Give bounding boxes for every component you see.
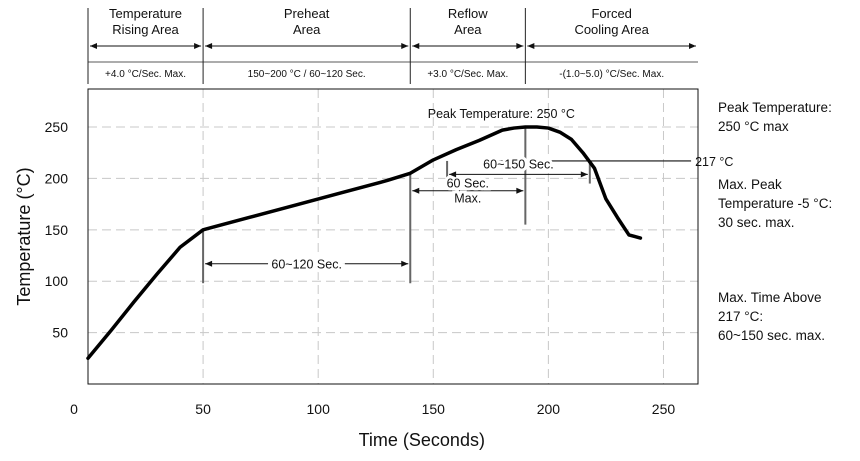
zone-title: Area [454, 22, 482, 37]
zone-rate-label: -(1.0~5.0) °C/Sec. Max. [559, 69, 664, 80]
zone-arrow-head [689, 43, 696, 49]
reflow-profile-line [86, 125, 643, 361]
side-note-line: 217 °C: [718, 309, 763, 324]
zone-title: Preheat [284, 6, 330, 21]
zone-arrow-head [401, 43, 409, 49]
preheat-span-arrow [205, 260, 409, 267]
above-span-arrow [449, 171, 588, 178]
zone-title: Temperature [109, 6, 182, 21]
side-note-line: 30 sec. max. [718, 215, 795, 230]
zone-title: Area [293, 22, 321, 37]
y-tick-label: 100 [45, 273, 69, 289]
y-tick-label: 250 [45, 119, 69, 135]
grid [88, 89, 698, 384]
y-tick-label: 150 [45, 222, 69, 238]
preheat-span-label: 60~120 Sec. [271, 258, 342, 272]
above-span-label: 60~150 Sec. [483, 157, 554, 171]
zone-arrow-head [527, 43, 535, 49]
zone-rate-label: +3.0 °C/Sec. Max. [427, 69, 508, 80]
peak-temperature-label: Peak Temperature: 250 °C [428, 107, 575, 121]
zone-arrow [90, 43, 202, 49]
zone-arrow-head [194, 43, 202, 49]
zone-arrow-head [516, 43, 524, 49]
zone-title: Rising Area [112, 22, 179, 37]
y-tick-label: 50 [52, 325, 68, 341]
preheat-span-arrow-head [205, 260, 213, 267]
above-span-arrow-head [449, 171, 457, 178]
zone-arrow-head [90, 43, 97, 49]
x-tick-label: 200 [537, 401, 561, 417]
x-tick-label: 250 [652, 401, 676, 417]
zone-arrow [527, 43, 696, 49]
side-note-line: Temperature -5 °C: [718, 196, 832, 211]
preheat-span-arrow-head [401, 260, 409, 267]
zone-title: Reflow [448, 6, 488, 21]
zone-title: Cooling Area [574, 22, 649, 37]
annotations: 60~120 Sec. 60 Sec.Max. 60~150 Sec. 217 °C P… [205, 107, 733, 276]
y-axis-title: Temperature (°C) [14, 167, 34, 305]
side-note-line: 250 °C max [718, 119, 789, 134]
zone-arrow-head [412, 43, 420, 49]
axis-ticks: 0 50 100 150 200 250 50 100 150 200 250 [45, 119, 676, 417]
side-note-line: 60~150 sec. max. [718, 328, 825, 343]
plot-frame [87, 88, 699, 385]
peak-window-label: 60 Sec. [447, 177, 489, 191]
zone-rate-label: 150~200 °C / 60~120 Sec. [248, 69, 366, 80]
peak-window-arrow-head [516, 187, 524, 194]
side-note-line: Max. Peak [718, 177, 782, 192]
x-axis-title: Time (Seconds) [359, 430, 485, 450]
zone-arrow-head [205, 43, 213, 49]
peak-window-arrow-head [412, 187, 420, 194]
zone-arrow [205, 43, 409, 49]
side-note-line: Max. Time Above [718, 290, 822, 305]
side-note-line: Peak Temperature: [718, 100, 832, 115]
x-tick-label: 0 [70, 401, 78, 417]
x-tick-label: 50 [195, 401, 211, 417]
above-span-arrow-head [580, 171, 588, 178]
peak-window-arrow [412, 187, 524, 194]
x-tick-label: 100 [307, 401, 331, 417]
zone-arrow [412, 43, 524, 49]
zone-title: Forced [591, 6, 631, 21]
zone-rate-label: +4.0 °C/Sec. Max. [105, 69, 186, 80]
x-tick-label: 150 [422, 401, 446, 417]
peak-window-label: Max. [454, 192, 481, 206]
y-tick-label: 200 [45, 170, 69, 186]
side-notes: Peak Temperature: 250 °C max Max. Peak Temp… [718, 100, 832, 343]
liquidus-label: 217 °C [695, 155, 733, 169]
series-layer [86, 125, 643, 361]
